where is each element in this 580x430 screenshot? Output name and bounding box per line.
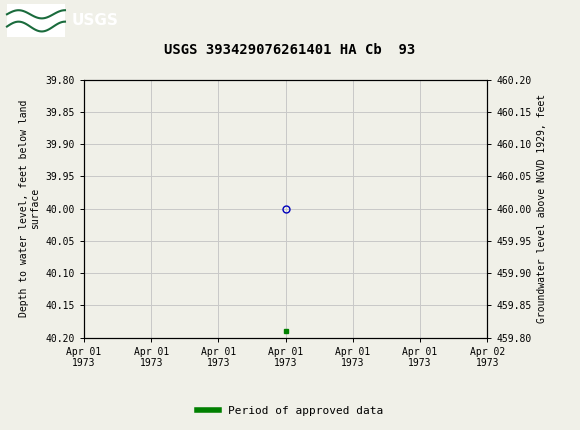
- Text: USGS 393429076261401 HA Cb  93: USGS 393429076261401 HA Cb 93: [164, 43, 416, 57]
- Y-axis label: Groundwater level above NGVD 1929, feet: Groundwater level above NGVD 1929, feet: [537, 94, 547, 323]
- FancyBboxPatch shape: [7, 4, 65, 37]
- Y-axis label: Depth to water level, feet below land
surface: Depth to water level, feet below land su…: [19, 100, 40, 317]
- Text: USGS: USGS: [72, 13, 119, 28]
- Legend: Period of approved data: Period of approved data: [193, 401, 387, 420]
